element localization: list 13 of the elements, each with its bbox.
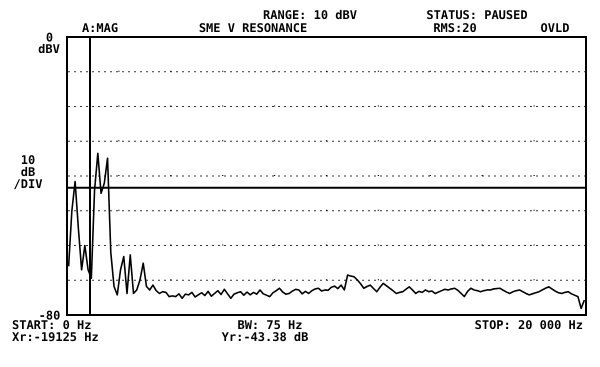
y-tick-label: 0: [46, 30, 54, 44]
text: OVLD: [540, 21, 570, 35]
text: Xr:-19125 Hz: [12, 330, 99, 344]
text: 10 dB /DIV: [14, 153, 42, 191]
text: Yr:-43.38 dB: [222, 330, 308, 344]
text: A:MAG: [82, 21, 118, 35]
text: RANGE: 10 dBV: [263, 8, 357, 22]
text: STOP: 20 000 Hz: [474, 318, 583, 332]
text: BW: 75 Hz: [237, 318, 303, 332]
text: RMS:20: [433, 21, 477, 35]
chart-title: SME V RESONANCE: [198, 21, 308, 35]
text: dBV: [38, 42, 60, 56]
text: STATUS: PAUSED: [426, 8, 528, 22]
